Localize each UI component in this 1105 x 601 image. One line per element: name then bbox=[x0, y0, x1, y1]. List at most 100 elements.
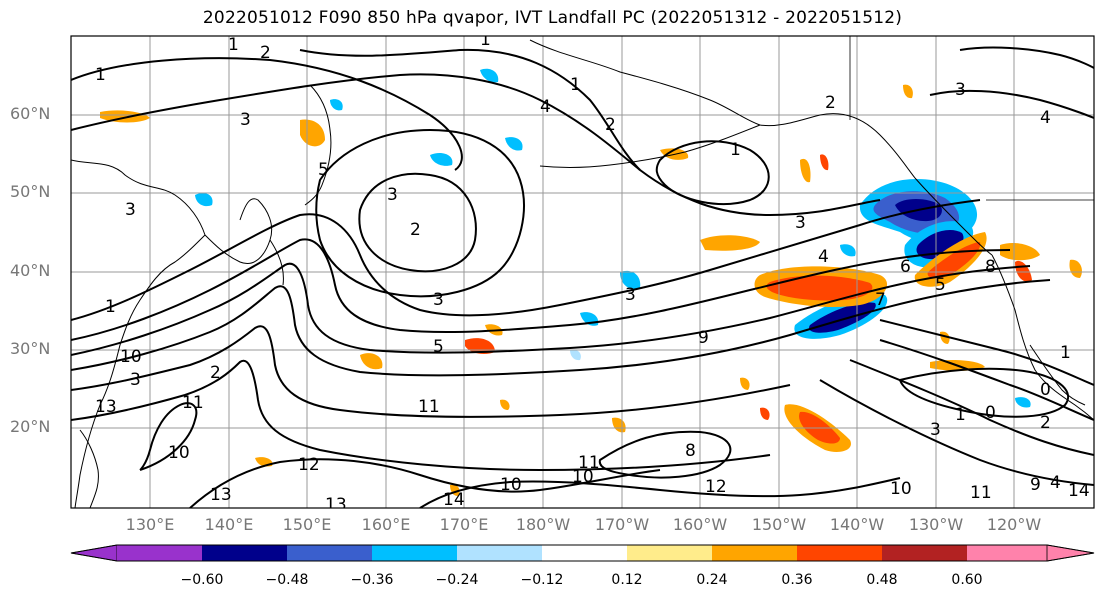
contour-line bbox=[71, 73, 881, 217]
contour-label: 1 bbox=[570, 75, 581, 95]
colorbar-segment bbox=[202, 545, 287, 561]
anomaly-region-pos-band-core bbox=[766, 275, 873, 301]
contour-line bbox=[71, 325, 791, 418]
contour-label: 4 bbox=[540, 97, 551, 117]
contour-label: 10 bbox=[168, 443, 190, 463]
contour-label: 5 bbox=[433, 337, 444, 357]
coastlines bbox=[71, 36, 1094, 508]
lon-label: 160°W bbox=[672, 515, 728, 534]
colorbar-tick-label: −0.36 bbox=[350, 572, 394, 588]
contour-label: 10 bbox=[890, 479, 912, 499]
contour-label: 1 bbox=[105, 297, 116, 317]
contour-label: 12 bbox=[705, 477, 727, 497]
contour-label: 13 bbox=[210, 485, 232, 505]
contour-line bbox=[71, 262, 1031, 356]
contour-line bbox=[358, 172, 477, 273]
lon-label: 180°W bbox=[515, 515, 571, 534]
lat-label: 60°N bbox=[10, 104, 51, 123]
colorbar-segment bbox=[117, 545, 202, 561]
contour-label: 3 bbox=[433, 290, 444, 310]
contour-label: 2 bbox=[210, 363, 221, 383]
colorbar-segment bbox=[287, 545, 372, 561]
colorbar-tick-label: 0.12 bbox=[611, 572, 643, 588]
lon-label: 150°W bbox=[751, 515, 807, 534]
lon-label: 130°W bbox=[908, 515, 964, 534]
contour-label: 1 bbox=[480, 30, 491, 50]
contour-line bbox=[819, 379, 1094, 486]
contour-label: 3 bbox=[795, 213, 806, 233]
colorbar-extend-low bbox=[70, 544, 118, 562]
contour-line bbox=[71, 199, 981, 321]
coast-korea-japan bbox=[204, 198, 284, 286]
contour-line bbox=[959, 46, 1094, 69]
contour-label: 2 bbox=[260, 43, 271, 63]
colorbar bbox=[70, 544, 1095, 562]
colorbar-segment bbox=[882, 545, 967, 561]
colorbar-tick-label: 0.48 bbox=[866, 572, 898, 588]
contour-line bbox=[71, 279, 1051, 377]
contour-label: 5 bbox=[935, 275, 946, 295]
contour-label: 3 bbox=[387, 185, 398, 205]
contour-label: 4 bbox=[1040, 108, 1051, 128]
contour-label: 14 bbox=[443, 490, 465, 510]
contour-label: 3 bbox=[625, 285, 636, 305]
contour-label: 2 bbox=[605, 115, 616, 135]
contour-label: 8 bbox=[985, 257, 996, 277]
contour-label: 0 bbox=[985, 403, 996, 423]
contour-line bbox=[315, 128, 525, 298]
colorbar-outline bbox=[70, 544, 1095, 562]
colorbar-tick-label: −0.48 bbox=[265, 572, 309, 588]
contour-line bbox=[898, 367, 1070, 418]
contour-line bbox=[71, 238, 1011, 341]
contour-label: 11 bbox=[182, 393, 204, 413]
contour-line bbox=[849, 359, 1094, 456]
contour-label: 7 bbox=[875, 290, 886, 310]
contour-label: 4 bbox=[1050, 473, 1061, 493]
contour-label: 3 bbox=[130, 370, 141, 390]
contour-label: 10 bbox=[120, 347, 142, 367]
contour-label: 1 bbox=[95, 65, 106, 85]
contour-line bbox=[879, 319, 1094, 386]
contour-label: 0 bbox=[1040, 380, 1051, 400]
lon-label: 170°E bbox=[439, 515, 489, 534]
colorbar-segment bbox=[372, 545, 457, 561]
contour-label: 10 bbox=[572, 467, 594, 487]
lon-label: 140°W bbox=[829, 515, 885, 534]
contour-label: 2 bbox=[825, 93, 836, 113]
contour-line bbox=[139, 402, 198, 471]
contour-line bbox=[299, 48, 641, 171]
colorbar-segment bbox=[542, 545, 627, 561]
contour-line bbox=[189, 458, 661, 508]
colorbar-segment bbox=[797, 545, 882, 561]
contour-label: 9 bbox=[698, 328, 709, 348]
lon-label: 120°W bbox=[986, 515, 1042, 534]
contour-label: 1 bbox=[730, 140, 741, 160]
contour-line bbox=[655, 140, 770, 206]
colorbar-tick-label: 0.60 bbox=[951, 572, 983, 588]
contour-label: 6 bbox=[900, 257, 911, 277]
colorbar-segment bbox=[967, 545, 1047, 561]
map-title: 2022051012 F090 850 hPa qvapor, IVT Land… bbox=[202, 8, 903, 28]
contour-label: 2 bbox=[1040, 413, 1051, 433]
contour-label: 4 bbox=[818, 247, 829, 267]
contour-label: 8 bbox=[685, 441, 696, 461]
lat-label: 30°N bbox=[10, 339, 51, 358]
contour-label: 1 bbox=[955, 405, 966, 425]
coast-baja bbox=[1029, 344, 1086, 406]
contour-label: 14 bbox=[1068, 481, 1090, 501]
coast-north-america bbox=[991, 254, 1094, 421]
lat-label: 40°N bbox=[10, 261, 51, 280]
contour-label: 12 bbox=[298, 455, 320, 475]
contour-label: 5 bbox=[318, 160, 329, 180]
lat-label: 50°N bbox=[10, 182, 51, 201]
contour-line bbox=[598, 430, 732, 479]
contour-label: 2 bbox=[410, 220, 421, 240]
contour-line bbox=[419, 477, 901, 508]
contour-line bbox=[879, 339, 1094, 421]
contour-label: 1 bbox=[228, 35, 239, 55]
contour-label: 11 bbox=[418, 397, 440, 417]
coast-alaska bbox=[529, 39, 993, 256]
contour-label: 3 bbox=[125, 200, 136, 220]
contour-label: 13 bbox=[95, 397, 117, 417]
